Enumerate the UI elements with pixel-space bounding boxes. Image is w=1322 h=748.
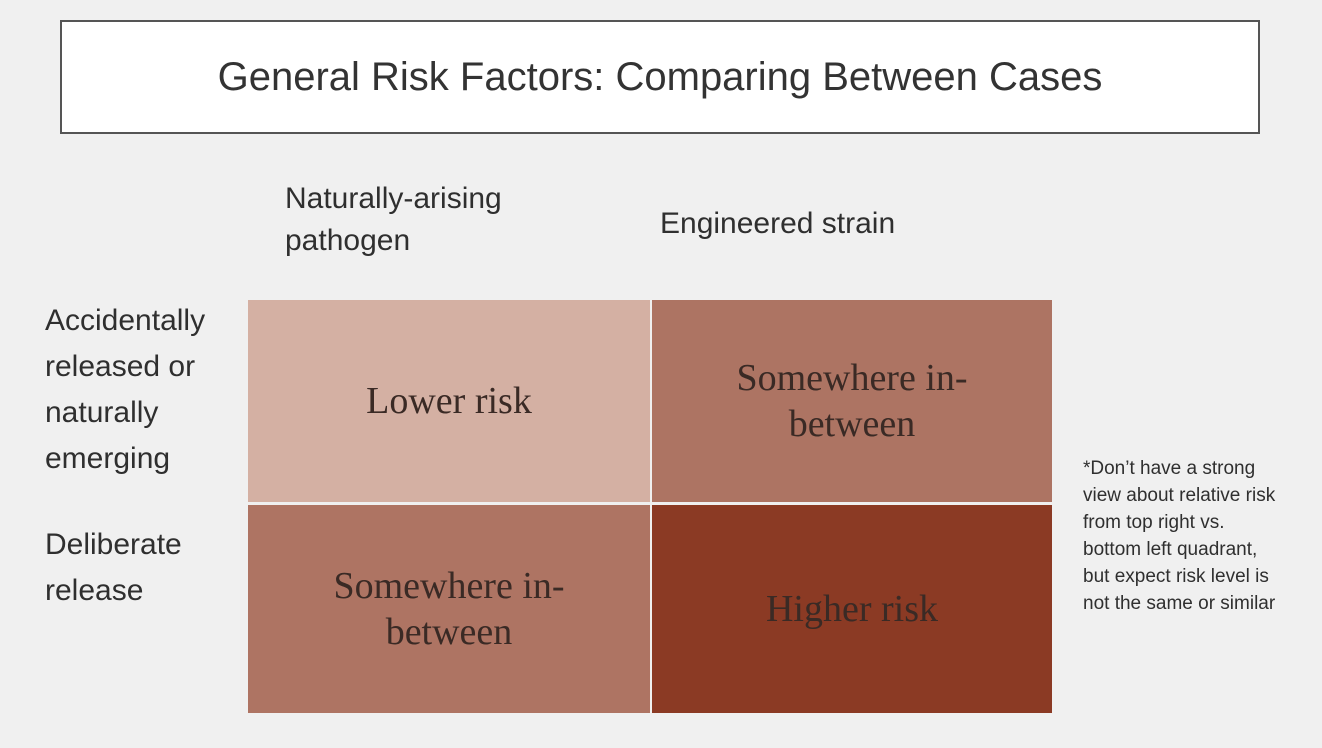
row-header: Deliberate release bbox=[45, 528, 182, 607]
matrix-cell: Somewhere in-between bbox=[652, 300, 1052, 502]
matrix-cell: Lower risk bbox=[248, 300, 650, 502]
column-header: Engineered strain bbox=[660, 207, 896, 240]
title: General Risk Factors: Comparing Between … bbox=[217, 54, 1103, 99]
footnote: *Don’t have a strong view about relative… bbox=[1083, 458, 1276, 614]
matrix-cell: Higher risk bbox=[652, 505, 1052, 713]
title-box: General Risk Factors: Comparing Between … bbox=[60, 20, 1260, 134]
column-header: Naturally-arising pathogen bbox=[285, 182, 502, 257]
matrix-cell: Somewhere in-between bbox=[248, 505, 650, 713]
row-header: Accidentally released or naturally emerg… bbox=[45, 304, 206, 475]
